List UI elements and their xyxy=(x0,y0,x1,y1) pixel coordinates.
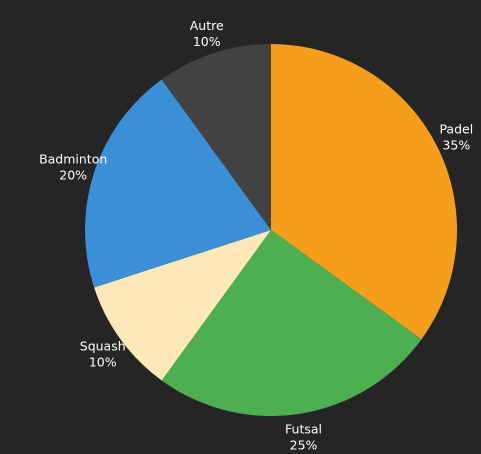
slice-percent-badminton: 20% xyxy=(59,168,87,183)
slice-percent-autre: 10% xyxy=(193,34,221,49)
slice-percent-squash: 10% xyxy=(89,354,117,369)
slice-name-badminton: Badminton xyxy=(39,152,107,167)
slice-percent-futsal: 25% xyxy=(290,437,318,452)
slice-percent-padel: 35% xyxy=(442,138,470,153)
pie-slice-squash xyxy=(94,230,271,381)
pie-slices xyxy=(84,44,457,416)
slice-name-squash: Squash xyxy=(80,338,126,353)
slice-name-autre: Autre xyxy=(190,18,224,33)
pie-labels: Padel35%Futsal25%Squash10%Badminton20%Au… xyxy=(39,18,473,452)
slice-name-futsal: Futsal xyxy=(285,421,322,436)
pie-slice-badminton xyxy=(84,79,271,288)
pie-slice-futsal xyxy=(161,230,422,416)
pie-slice-padel xyxy=(271,44,457,340)
pie-slice-autre xyxy=(161,44,271,230)
slice-name-padel: Padel xyxy=(439,122,473,137)
